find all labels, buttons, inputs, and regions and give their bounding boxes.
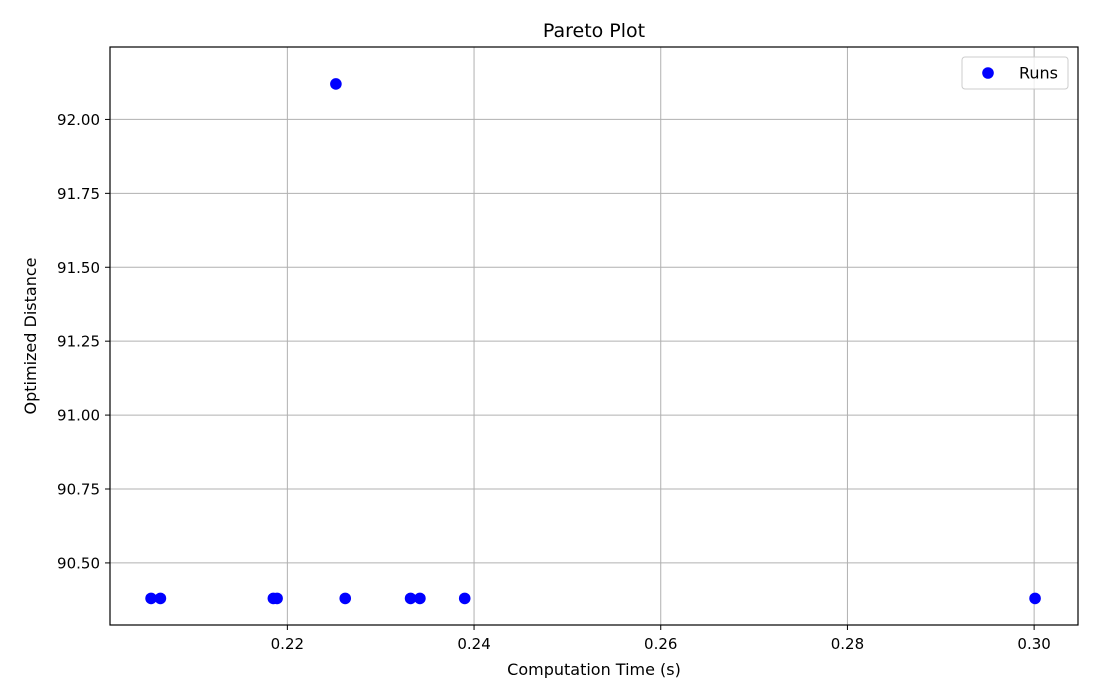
data-point	[271, 592, 283, 605]
x-axis-ticks: 0.22 0.24 0.26 0.28 0.30	[271, 625, 1051, 653]
points-layer	[145, 78, 1041, 605]
legend-label: Runs	[1019, 64, 1058, 83]
chart-title: Pareto Plot	[543, 20, 645, 42]
data-point	[1029, 592, 1041, 605]
x-tick-label: 0.30	[1017, 635, 1050, 653]
y-tick-label: 91.50	[57, 259, 100, 277]
x-tick-label: 0.28	[831, 635, 864, 653]
y-tick-label: 91.00	[57, 407, 100, 425]
data-point	[414, 592, 426, 605]
data-point	[339, 592, 352, 605]
plot-frame	[109, 46, 1079, 626]
x-axis-label: Computation Time (s)	[507, 660, 681, 678]
legend: Runs	[961, 56, 1069, 90]
y-axis-label: Optimized Distance	[21, 258, 40, 415]
y-axis-ticks: 90.50 90.75 91.00 91.25 91.50 91.75 92.00	[57, 111, 110, 572]
data-point	[154, 592, 167, 605]
y-tick-label: 92.00	[57, 111, 100, 129]
data-point	[458, 592, 471, 605]
y-tick-label: 90.50	[57, 554, 100, 572]
data-point	[404, 592, 417, 605]
y-tick-label: 91.25	[57, 333, 100, 351]
x-tick-label: 0.24	[457, 635, 490, 653]
grid-layer	[110, 47, 1078, 625]
y-tick-label: 90.75	[57, 481, 100, 499]
legend-box	[961, 56, 1069, 90]
x-tick-label: 0.26	[644, 635, 677, 653]
y-tick-label: 91.75	[57, 185, 100, 203]
x-tick-label: 0.22	[271, 635, 304, 653]
data-point	[330, 78, 342, 90]
data-point	[145, 592, 157, 605]
legend-marker	[982, 67, 994, 79]
